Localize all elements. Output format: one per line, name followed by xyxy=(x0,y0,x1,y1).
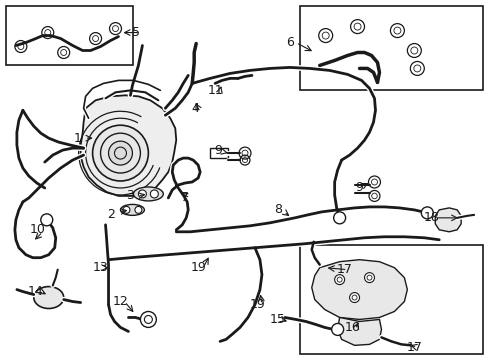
Polygon shape xyxy=(311,260,407,319)
Ellipse shape xyxy=(34,287,63,309)
Text: 13: 13 xyxy=(93,261,108,274)
Text: 5: 5 xyxy=(132,26,140,39)
Bar xyxy=(6,6,133,66)
Circle shape xyxy=(421,207,432,219)
Text: 3: 3 xyxy=(126,189,134,202)
Circle shape xyxy=(122,206,130,213)
Circle shape xyxy=(349,293,359,302)
Bar xyxy=(299,6,482,90)
Text: 2: 2 xyxy=(107,208,115,221)
Circle shape xyxy=(364,273,374,283)
Ellipse shape xyxy=(133,187,163,201)
Text: 4: 4 xyxy=(191,102,199,115)
Circle shape xyxy=(138,190,146,198)
Text: 12: 12 xyxy=(112,295,128,308)
Text: 19: 19 xyxy=(249,298,265,311)
Polygon shape xyxy=(81,95,176,196)
Bar xyxy=(299,245,482,354)
Circle shape xyxy=(334,275,344,285)
Text: 7: 7 xyxy=(181,192,189,204)
Text: 17: 17 xyxy=(336,263,352,276)
Text: 19: 19 xyxy=(190,261,205,274)
Text: 18: 18 xyxy=(423,211,438,224)
Polygon shape xyxy=(434,208,460,232)
Text: 10: 10 xyxy=(30,223,46,236)
Text: 1: 1 xyxy=(74,132,81,145)
Circle shape xyxy=(41,214,53,226)
Circle shape xyxy=(140,311,156,328)
Text: 17: 17 xyxy=(406,341,422,354)
Circle shape xyxy=(150,190,158,198)
Circle shape xyxy=(333,212,345,224)
Text: 9: 9 xyxy=(355,181,363,194)
Text: 15: 15 xyxy=(269,313,285,326)
Text: 8: 8 xyxy=(273,203,281,216)
Circle shape xyxy=(92,125,148,181)
Text: 9: 9 xyxy=(214,144,222,157)
Text: 14: 14 xyxy=(28,285,43,298)
Ellipse shape xyxy=(120,204,144,215)
Text: 11: 11 xyxy=(207,84,223,97)
Circle shape xyxy=(331,323,343,336)
Polygon shape xyxy=(337,318,381,345)
Text: 16: 16 xyxy=(344,321,360,334)
Circle shape xyxy=(135,206,142,213)
Circle shape xyxy=(108,141,132,165)
Text: 6: 6 xyxy=(285,36,293,49)
Bar xyxy=(210,148,227,158)
